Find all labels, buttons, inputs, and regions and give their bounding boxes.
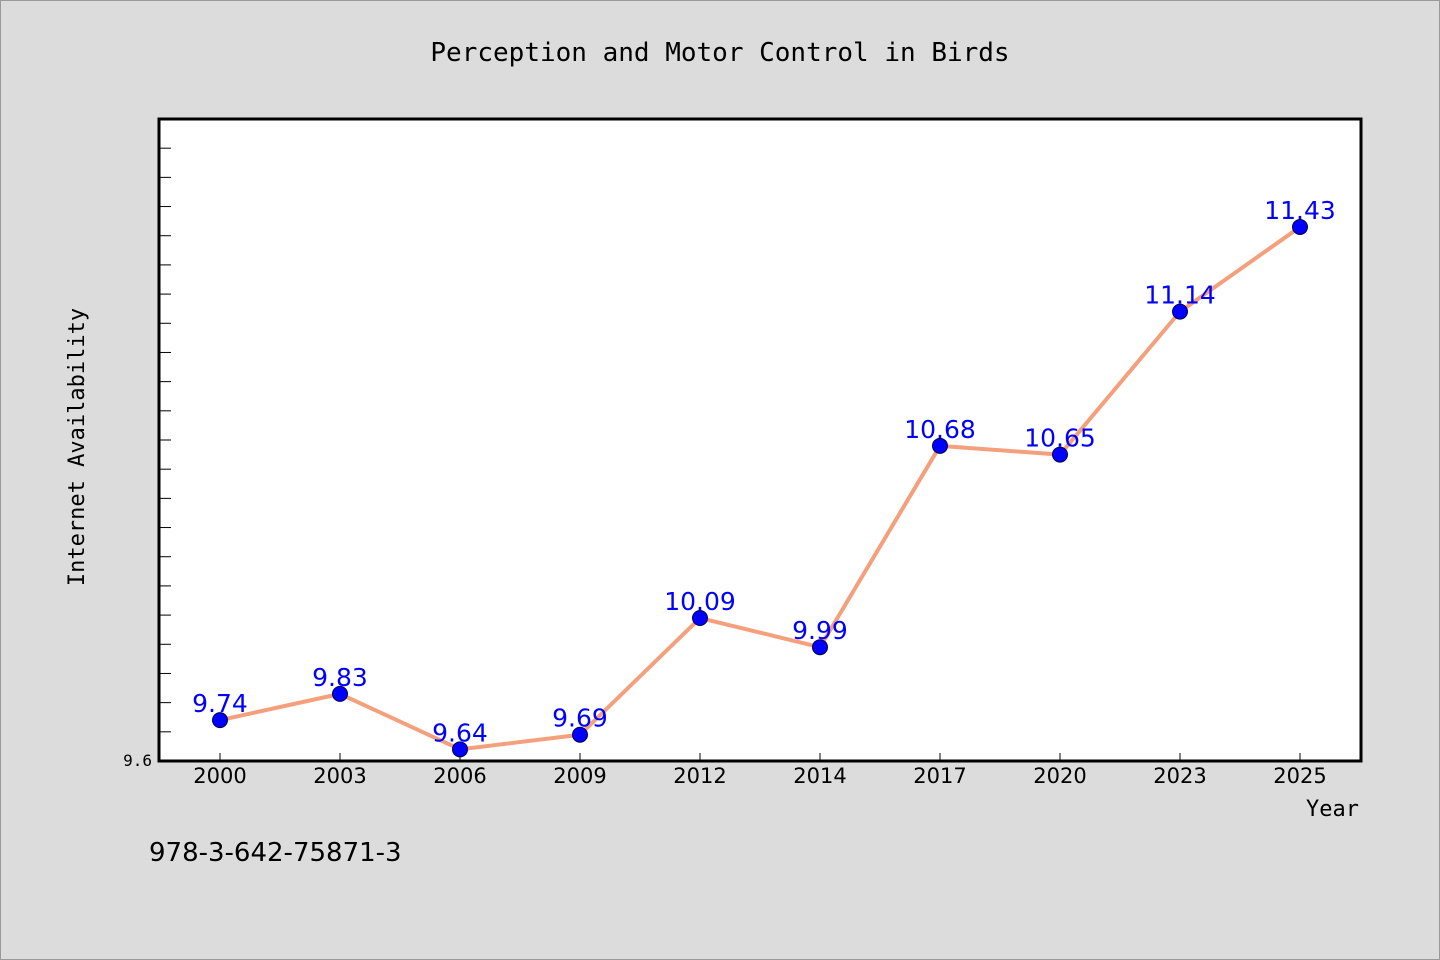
data-point <box>692 610 708 627</box>
series-line-group <box>218 224 1302 752</box>
x-tick-label: 2012 <box>673 764 726 788</box>
y-tick-label: 9.6 <box>123 751 152 770</box>
data-point <box>212 712 228 729</box>
y-axis-ticks <box>159 147 171 762</box>
data-markers <box>212 218 1308 758</box>
data-label: 10.09 <box>664 587 736 616</box>
data-labels: 9.74 9.83 9.64 9.69 10.09 9.99 10.68 10.65 11.14… <box>192 196 1336 747</box>
data-label: 9.99 <box>792 616 848 645</box>
x-tick-label: 2003 <box>313 764 366 788</box>
data-point <box>1052 446 1068 463</box>
isbn-footnote: 978-3-642-75871-3 <box>149 838 402 868</box>
x-axis-ticks <box>219 753 1301 761</box>
data-label: 9.64 <box>432 718 488 747</box>
data-point <box>932 437 948 454</box>
x-tick-label: 2009 <box>553 764 606 788</box>
x-tick-label: 2014 <box>793 764 846 788</box>
data-label: 10.65 <box>1024 424 1096 453</box>
x-tick-label: 2025 <box>1273 764 1326 788</box>
x-tick-label: 2000 <box>193 764 246 788</box>
data-label: 10.68 <box>904 415 976 444</box>
data-label: 11.14 <box>1144 281 1216 310</box>
x-tick-label: 2020 <box>1033 764 1086 788</box>
x-tick-labels: 2000 2003 2006 2009 2012 2014 2017 2020 2023 2025 <box>193 764 1326 788</box>
data-label: 9.69 <box>552 704 608 733</box>
data-point <box>1172 303 1188 320</box>
plot-area <box>157 117 1363 763</box>
x-tick-label: 2023 <box>1153 764 1206 788</box>
data-label: 9.74 <box>192 689 248 718</box>
y-axis-label: Internet Availability <box>65 308 90 586</box>
x-tick-label: 2017 <box>913 764 966 788</box>
data-point <box>812 639 828 656</box>
data-label: 11.43 <box>1264 196 1336 225</box>
data-point <box>1292 218 1308 235</box>
chart-title: Perception and Motor Control in Birds <box>430 38 1009 68</box>
x-tick-label: 2006 <box>433 764 486 788</box>
x-axis-label: Year <box>1306 797 1359 822</box>
data-point <box>572 726 588 743</box>
data-label: 9.83 <box>312 663 368 692</box>
data-point <box>452 741 468 758</box>
data-point <box>332 685 348 702</box>
series-line <box>218 224 1302 752</box>
